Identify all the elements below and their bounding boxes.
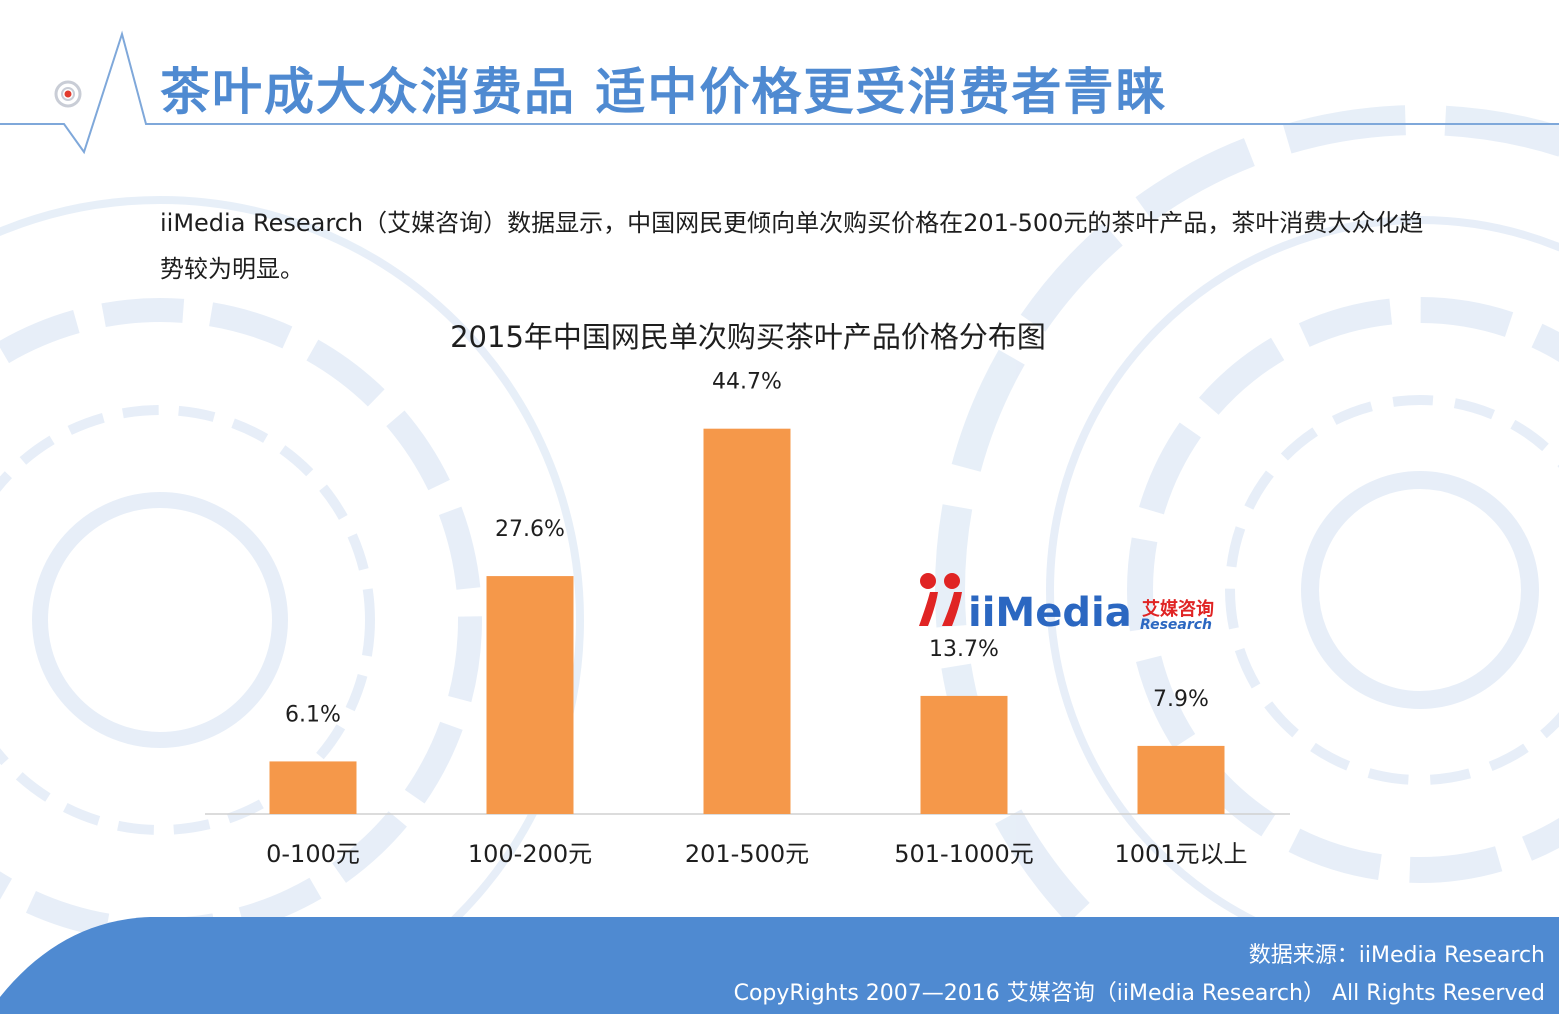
data-label-3: 13.7% bbox=[929, 637, 999, 662]
footer-band bbox=[0, 917, 1559, 1014]
logo-wordmark: iiMedia bbox=[968, 590, 1132, 632]
x-tick-label-3: 501-1000元 bbox=[894, 840, 1034, 868]
logo-research: Research bbox=[1140, 617, 1212, 632]
slide-title: 茶叶成大众消费品 适中价格更受消费者青睐 bbox=[160, 63, 1168, 121]
intro-text: iiMedia Research（艾媒咨询）数据显示，中国网民更倾向单次购买价格… bbox=[160, 209, 1424, 283]
data-label-1: 27.6% bbox=[495, 517, 565, 542]
bar-2 bbox=[703, 428, 791, 814]
iimedia-logo-mark bbox=[919, 573, 962, 626]
bar-1 bbox=[486, 576, 574, 814]
x-tick-label-2: 201-500元 bbox=[685, 840, 809, 868]
bar-3 bbox=[920, 695, 1008, 814]
bar-4 bbox=[1137, 745, 1225, 814]
x-tick-label-4: 1001元以上 bbox=[1114, 840, 1247, 868]
heartbeat-line bbox=[0, 30, 1559, 155]
data-label-4: 7.9% bbox=[1153, 687, 1209, 712]
chart-title: 2015年中国网民单次购买茶叶产品价格分布图 bbox=[450, 320, 1046, 354]
iimedia-logo: iiMedia 艾媒咨询 Research bbox=[919, 573, 1214, 632]
data-label-2: 44.7% bbox=[712, 370, 782, 395]
data-label-0: 6.1% bbox=[285, 702, 341, 727]
signal-icon bbox=[54, 80, 82, 108]
x-tick-label-0: 0-100元 bbox=[266, 840, 360, 868]
bar-0 bbox=[269, 761, 357, 814]
header-decoration bbox=[0, 30, 1559, 155]
x-tick-label-1: 100-200元 bbox=[468, 840, 592, 868]
footer-source: 数据来源：iiMedia Research bbox=[1248, 943, 1545, 968]
logo-cn: 艾媒咨询 bbox=[1142, 598, 1214, 620]
footer-copyright: CopyRights 2007—2016 艾媒咨询（iiMedia Resear… bbox=[733, 981, 1545, 1006]
